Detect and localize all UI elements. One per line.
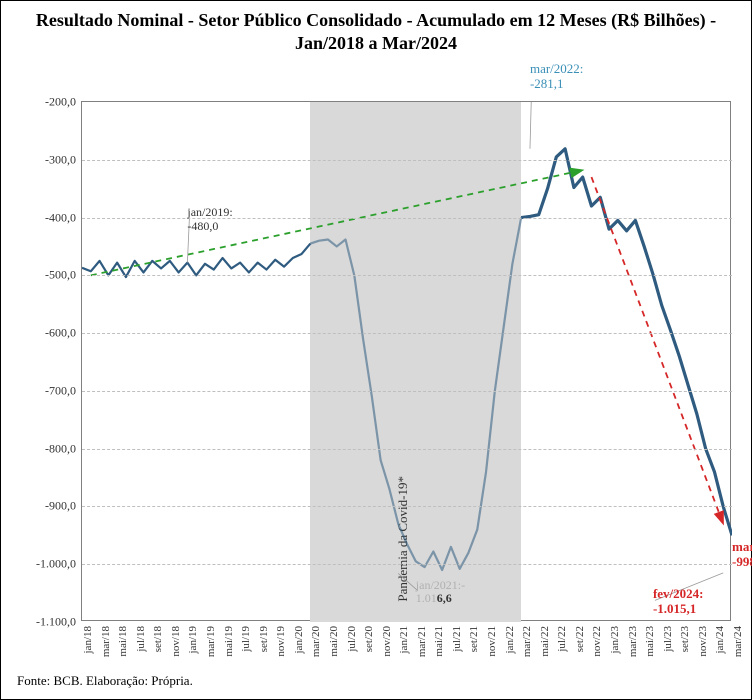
x-tick-label: mar/24 bbox=[732, 626, 744, 657]
x-tick-label: mar/19 bbox=[205, 626, 217, 657]
x-tick-label: mai/22 bbox=[539, 626, 551, 657]
y-tick-label: -600,0 bbox=[45, 326, 82, 341]
y-tick-label: -900,0 bbox=[45, 499, 82, 514]
x-tick-label: set/19 bbox=[258, 626, 270, 652]
y-tick-label: -700,0 bbox=[45, 383, 82, 398]
x-tick-label: set/22 bbox=[574, 626, 586, 652]
x-tick-label: jul/19 bbox=[240, 626, 252, 652]
x-tick-label: set/23 bbox=[679, 626, 691, 652]
x-tick-label: jul/22 bbox=[556, 626, 568, 652]
x-tick-label: mar/21 bbox=[416, 626, 428, 657]
x-tick-label: jan/21 bbox=[398, 626, 410, 654]
annotation: jan/2021:-1.016,6 bbox=[416, 579, 465, 607]
x-tick-label: mar/22 bbox=[521, 626, 533, 657]
chart-container: Resultado Nominal - Setor Público Consol… bbox=[0, 0, 752, 700]
y-tick-label: -500,0 bbox=[45, 268, 82, 283]
annotation: fev/2024:-1.015,1 bbox=[653, 587, 704, 617]
x-tick-label: jan/24 bbox=[714, 626, 726, 654]
x-tick-label: mai/18 bbox=[117, 626, 129, 657]
x-tick-label: mai/23 bbox=[644, 626, 656, 657]
y-tick-label: -200,0 bbox=[45, 95, 82, 110]
y-tick-label: -1.100,0 bbox=[36, 615, 82, 630]
x-tick-label: mai/21 bbox=[433, 626, 445, 657]
y-tick-label: -400,0 bbox=[45, 210, 82, 225]
x-tick-label: jan/20 bbox=[293, 626, 305, 654]
chart-source: Fonte: BCB. Elaboração: Própria. bbox=[17, 673, 193, 689]
x-tick-label: nov/23 bbox=[697, 626, 709, 657]
y-tick-label: -300,0 bbox=[45, 152, 82, 167]
x-tick-label: mar/18 bbox=[100, 626, 112, 657]
y-tick-label: -1.000,0 bbox=[36, 557, 82, 572]
x-tick-label: jan/18 bbox=[82, 626, 94, 654]
x-tick-label: mai/19 bbox=[223, 626, 235, 657]
x-tick-label: jan/19 bbox=[187, 626, 199, 654]
annotation: mar/2024:-998,6 bbox=[732, 540, 752, 570]
x-tick-label: mar/20 bbox=[310, 626, 322, 657]
chart-svg bbox=[82, 102, 732, 622]
annotation: jan/2019:-480,0 bbox=[187, 206, 232, 234]
x-tick-label: jul/23 bbox=[662, 626, 674, 652]
x-tick-label: jul/21 bbox=[451, 626, 463, 652]
x-tick-label: set/20 bbox=[363, 626, 375, 652]
x-tick-label: set/18 bbox=[152, 626, 164, 652]
x-tick-label: nov/21 bbox=[486, 626, 498, 657]
x-tick-label: nov/22 bbox=[591, 626, 603, 657]
x-tick-label: jul/20 bbox=[346, 626, 358, 652]
y-tick-label: -800,0 bbox=[45, 441, 82, 456]
plot-area: Pandemia da Covid-19* -200,0-300,0-400,0… bbox=[81, 101, 731, 621]
x-tick-label: set/21 bbox=[468, 626, 480, 652]
annotation: mar/2022:-281,1 bbox=[530, 62, 583, 92]
x-tick-label: nov/20 bbox=[381, 626, 393, 657]
x-tick-label: mar/23 bbox=[627, 626, 639, 657]
x-tick-label: jul/18 bbox=[135, 626, 147, 652]
x-tick-label: jan/23 bbox=[609, 626, 621, 654]
x-tick-label: nov/18 bbox=[170, 626, 182, 657]
x-tick-label: jan/22 bbox=[504, 626, 516, 654]
x-tick-label: nov/19 bbox=[275, 626, 287, 657]
chart-title: Resultado Nominal - Setor Público Consol… bbox=[1, 9, 751, 54]
x-tick-label: mai/20 bbox=[328, 626, 340, 657]
